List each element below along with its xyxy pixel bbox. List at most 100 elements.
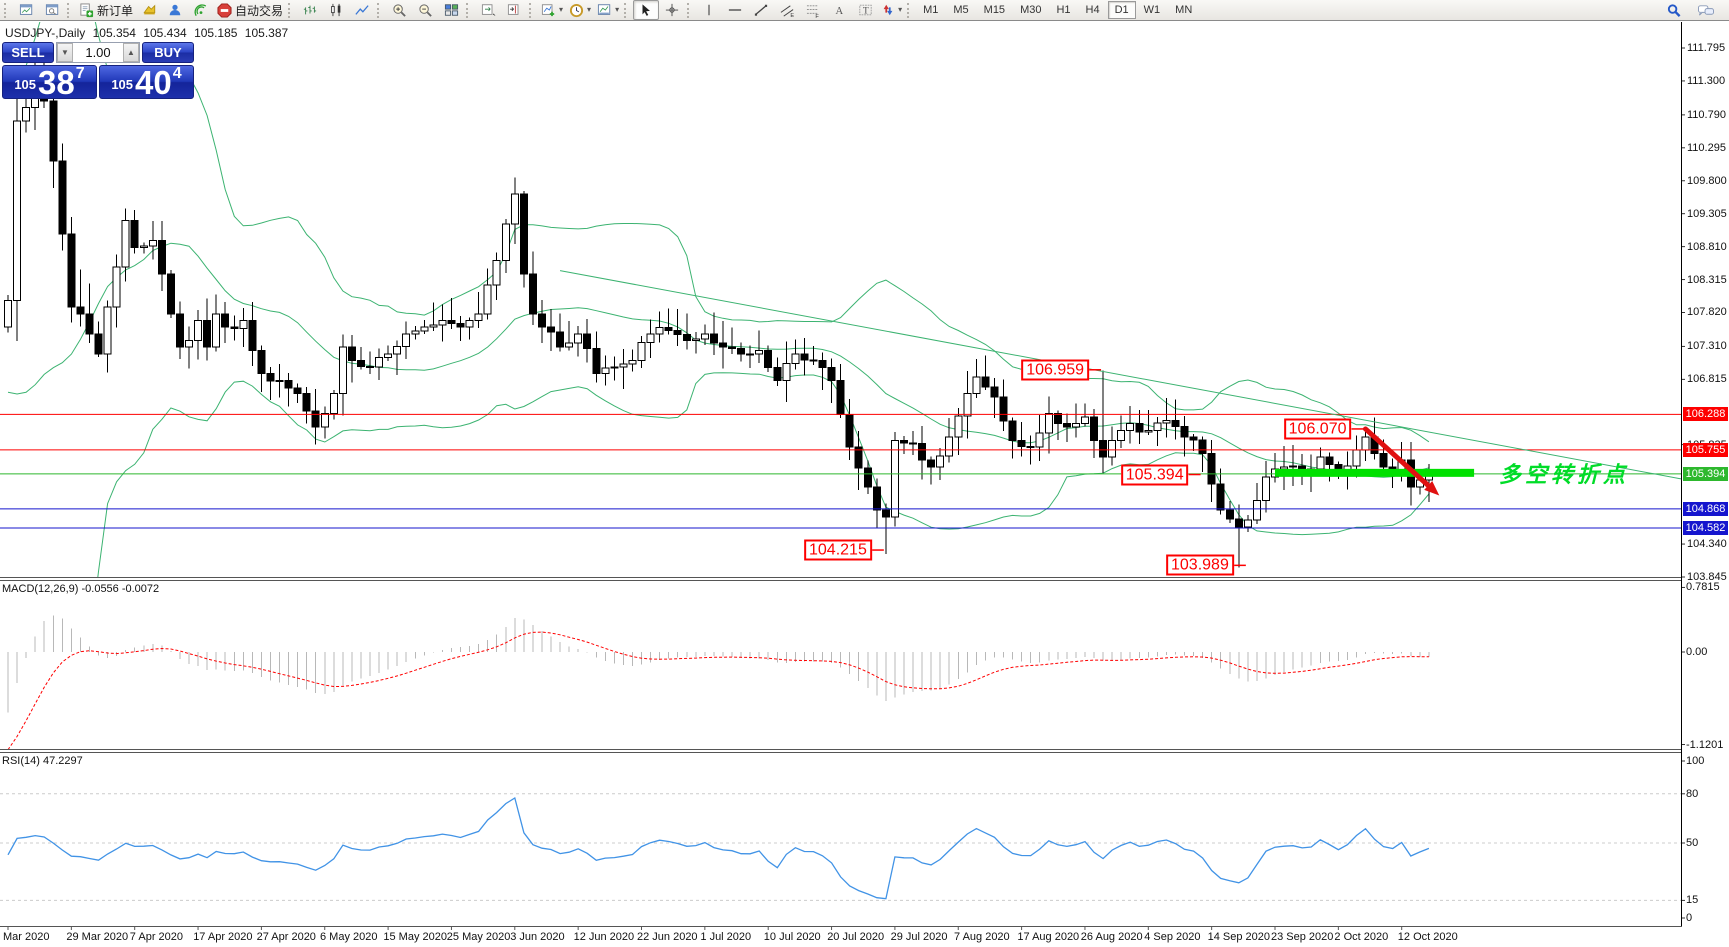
timeframe-m30[interactable]: M30 — [1020, 4, 1042, 16]
svg-text:A: A — [835, 6, 843, 17]
search-button[interactable] — [1661, 0, 1687, 20]
volume-field[interactable]: ▼ 1.00 ▲ — [56, 42, 140, 63]
time-axis-separator — [0, 926, 1682, 927]
crosshair-icon — [665, 3, 679, 17]
cursor-tool-button[interactable] — [633, 0, 660, 20]
ohlc-low: 105.185 — [194, 26, 238, 40]
rsi-value: 47.2297 — [42, 755, 83, 767]
volume-increase-button[interactable]: ▲ — [123, 43, 139, 62]
sell-price-prefix: 105 — [14, 77, 37, 92]
channel-tool-button[interactable]: E — [774, 0, 800, 20]
metaeditor-icon — [142, 4, 155, 15]
horizontal-line-tool-button[interactable] — [722, 0, 748, 20]
price-axis-line — [1681, 22, 1682, 926]
timeframe-d1[interactable]: D1 — [1107, 1, 1136, 19]
sell-price-pip: 7 — [75, 65, 85, 82]
bar-chart-icon — [303, 5, 317, 15]
dropdown-caret: ▾ — [615, 5, 620, 14]
chart-title: USDJPY-,Daily 105.354 105.434 105.185 10… — [5, 26, 292, 40]
zoom-out-icon — [418, 3, 432, 17]
new-order-label: 新订单 — [97, 3, 134, 18]
chat-button[interactable] — [1693, 0, 1719, 20]
text-label-tool-button[interactable]: T — [852, 0, 878, 20]
sell-price-display[interactable]: 105 38 7 — [2, 65, 97, 99]
candlestick-icon — [331, 3, 341, 17]
timeframe-m5[interactable]: M5 — [953, 4, 969, 16]
volume-decrease-button[interactable]: ▼ — [57, 43, 73, 62]
toolbar-grip — [4, 2, 9, 18]
community-button[interactable] — [162, 0, 188, 20]
zoom-in-button[interactable] — [386, 0, 412, 20]
rsi-panel-splitter[interactable] — [0, 749, 1682, 753]
auto-scroll-button[interactable] — [475, 0, 501, 20]
buy-price-pip: 4 — [172, 65, 182, 82]
svg-text:E: E — [790, 13, 794, 18]
arrows-tool-button[interactable]: ▾ — [878, 0, 905, 20]
toolbar-grip — [624, 2, 629, 18]
templates-button[interactable]: ▾ — [594, 0, 622, 20]
rsi-header: RSI(14) 47.2297 — [2, 755, 83, 767]
buy-price-display[interactable]: 105 40 4 — [99, 65, 194, 99]
new-chart-button[interactable] — [13, 0, 39, 20]
crosshair-tool-button[interactable] — [659, 0, 685, 20]
toolbar-grip — [687, 2, 692, 18]
buy-price-big: 40 — [135, 64, 172, 101]
autotrading-button[interactable]: 自动交易 — [214, 0, 286, 20]
signals-icon — [194, 4, 207, 17]
fibonacci-tool-button[interactable]: F — [800, 0, 826, 20]
macd-label: MACD(12,26,9) — [2, 583, 79, 595]
chart-window-icon — [19, 4, 32, 15]
template-icon — [598, 4, 611, 15]
macd-header: MACD(12,26,9) -0.0556 -0.0072 — [2, 583, 159, 595]
profiles-icon — [45, 4, 58, 15]
rsi-panel[interactable] — [0, 793, 1681, 901]
profiles-button[interactable] — [39, 0, 65, 20]
macd-values: -0.0556 -0.0072 — [81, 583, 160, 595]
candlestick-chart-button[interactable] — [323, 0, 349, 20]
new-order-button[interactable]: 新订单 — [76, 0, 136, 20]
trendline-tool-button[interactable] — [748, 0, 774, 20]
macd-panel[interactable] — [7, 615, 1430, 749]
timeframe-h4[interactable]: H4 — [1085, 4, 1100, 16]
tile-windows-icon — [444, 4, 458, 16]
volume-value: 1.00 — [85, 45, 111, 60]
one-click-trading-panel: SELL ▼ 1.00 ▲ BUY 105 38 7 105 40 4 — [2, 42, 194, 99]
search-icon — [1667, 3, 1681, 17]
dropdown-caret: ▾ — [898, 5, 903, 14]
line-chart-button[interactable] — [349, 0, 375, 20]
timeframe-m1[interactable]: M1 — [923, 4, 939, 16]
toolbar-grip — [466, 2, 471, 18]
horizontal-line-icon — [728, 9, 742, 11]
pivot-annotation-text[interactable]: 多空转折点 — [1499, 462, 1630, 487]
autotrading-icon — [217, 2, 232, 18]
timeframe-w1[interactable]: W1 — [1143, 4, 1161, 16]
dropdown-caret: ▾ — [559, 5, 564, 14]
toolbar-grip — [288, 2, 293, 18]
zoom-in-icon — [392, 3, 406, 17]
macd-panel-splitter[interactable] — [0, 577, 1682, 581]
timeframe-m15[interactable]: M15 — [983, 4, 1006, 16]
sell-price-big: 38 — [38, 64, 75, 101]
indicators-button[interactable]: ▾ — [538, 0, 566, 20]
vertical-line-tool-button[interactable] — [696, 0, 722, 20]
signals-button[interactable] — [188, 0, 214, 20]
svg-text:F: F — [815, 14, 819, 18]
chart-shift-button[interactable] — [501, 0, 527, 20]
timeframe-h1[interactable]: H1 — [1056, 4, 1071, 16]
zoom-out-button[interactable] — [412, 0, 438, 20]
dropdown-caret: ▾ — [587, 5, 592, 14]
metaeditor-button[interactable] — [136, 0, 162, 20]
buy-price-prefix: 105 — [111, 77, 134, 92]
timeframe-mn[interactable]: MN — [1175, 4, 1193, 16]
sell-button[interactable]: SELL — [2, 42, 54, 63]
tile-windows-button[interactable] — [438, 0, 464, 20]
toolbar: 新订单 自动交易 — [0, 0, 1729, 21]
periods-button[interactable]: ▾ — [566, 0, 594, 20]
community-person-icon — [169, 4, 181, 16]
text-tool-button[interactable]: A — [826, 0, 852, 20]
bar-chart-button[interactable] — [297, 0, 323, 20]
vertical-line-icon — [708, 4, 710, 16]
clock-icon — [569, 3, 584, 17]
buy-button[interactable]: BUY — [142, 42, 194, 63]
